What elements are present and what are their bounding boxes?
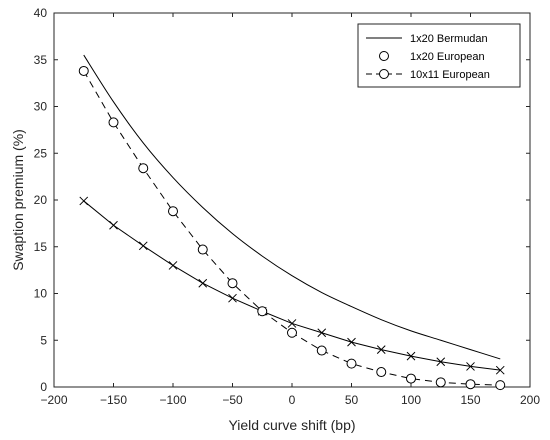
x-tick-label: 50	[345, 393, 359, 407]
x-tick-label: 100	[401, 393, 421, 407]
x-axis: −200 −150 −100 −50 0 50 100 150 200	[40, 13, 540, 407]
x-tick-label: 200	[520, 393, 540, 407]
legend-marker-10x11-european	[379, 69, 389, 79]
data-point-x-marker	[406, 351, 416, 361]
x-marker-stroke	[347, 337, 356, 347]
x-marker-stroke	[376, 345, 386, 354]
legend-marker-1x20-european	[379, 51, 389, 61]
data-point-circle-marker	[435, 377, 446, 388]
x-tick-label: 150	[460, 393, 480, 407]
data-point-circle-marker	[197, 244, 208, 255]
data-point-x-marker	[198, 278, 208, 288]
data-point-x-marker	[436, 357, 446, 367]
x-tick-label: −100	[159, 393, 186, 407]
data-point-circle-marker	[168, 206, 178, 217]
data-point-circle-marker	[406, 373, 416, 384]
data-point-circle-marker	[346, 358, 357, 369]
x-marker-stroke	[495, 365, 505, 375]
x-marker-stroke	[406, 351, 416, 361]
y-tick-label: 25	[34, 146, 48, 160]
data-point-x-marker	[317, 328, 327, 338]
data-point-x-marker	[79, 196, 89, 206]
y-tick-label: 15	[34, 240, 48, 254]
data-point-circle-marker	[227, 278, 238, 289]
x-marker-stroke	[228, 293, 237, 303]
data-point-circle-marker	[495, 380, 506, 391]
legend-label-10x11-european: 10x11 European	[410, 69, 490, 81]
data-point-x-marker	[228, 293, 237, 303]
y-tick-label: 30	[34, 100, 48, 114]
data-point-x-marker	[347, 337, 356, 347]
data-point-circle-marker	[465, 379, 476, 390]
x-marker-stroke	[79, 196, 89, 206]
x-marker-stroke	[109, 220, 118, 230]
data-point-circle-marker	[316, 345, 327, 356]
y-tick-label: 40	[34, 6, 48, 20]
x-marker-stroke	[138, 241, 148, 251]
series-line-0	[83, 54, 501, 360]
x-marker-stroke	[287, 319, 297, 328]
y-axis-label: Swaption premium (%)	[10, 129, 26, 271]
data-point-x-marker	[495, 365, 505, 375]
x-tick-label: −50	[222, 393, 243, 407]
data-point-x-marker	[376, 345, 386, 354]
data-point-circle-marker	[138, 163, 149, 174]
data-point-x-marker	[168, 261, 178, 270]
legend-label-bermudan: 1x20 Bermudan	[410, 33, 488, 45]
y-tick-label: 35	[34, 53, 48, 67]
x-marker-stroke	[436, 357, 446, 367]
y-tick-label: 20	[34, 193, 48, 207]
x-axis-label: Yield curve shift (bp)	[228, 417, 355, 433]
data-point-x-marker	[138, 241, 148, 251]
x-marker-stroke	[466, 362, 475, 371]
x-tick-label: −150	[100, 393, 127, 407]
y-tick-label: 10	[34, 287, 48, 301]
x-marker-stroke	[317, 328, 327, 338]
data-point-x-marker	[109, 220, 118, 230]
data-point-circle-marker	[257, 306, 268, 317]
data-point-circle-marker	[78, 65, 89, 76]
series-layer	[78, 54, 506, 391]
y-tick-label: 0	[40, 380, 47, 394]
data-point-x-marker	[466, 362, 475, 371]
x-tick-label: −200	[40, 393, 67, 407]
data-point-circle-marker	[376, 367, 387, 378]
legend-label-1x20-european: 1x20 European	[410, 51, 485, 63]
y-tick-label: 5	[40, 333, 47, 347]
legend: 1x20 Bermudan 1x20 European 10x11 Europe…	[357, 23, 521, 88]
data-point-x-marker	[287, 319, 297, 328]
data-point-circle-marker	[287, 327, 297, 338]
y-axis: 0 5 10 15 20 25 30 35 40	[34, 6, 530, 394]
x-marker-stroke	[198, 278, 208, 288]
x-tick-label: 0	[289, 393, 296, 407]
data-point-circle-marker	[108, 117, 119, 128]
x-marker-stroke	[168, 261, 178, 270]
